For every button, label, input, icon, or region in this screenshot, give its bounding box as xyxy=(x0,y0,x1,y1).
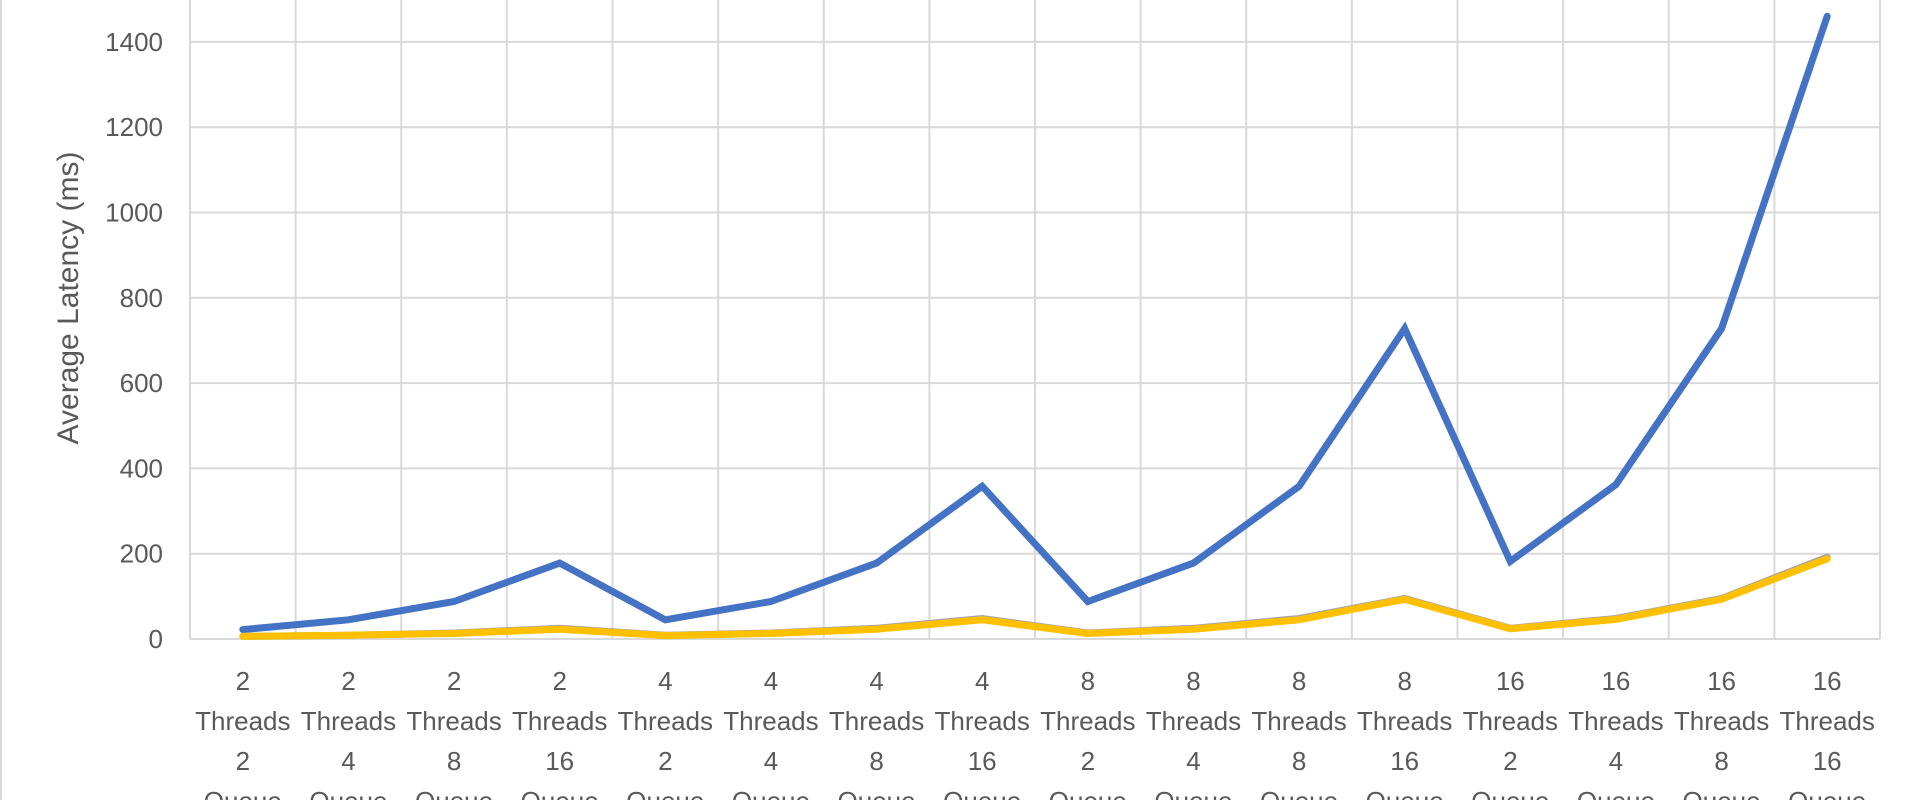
y-tick-label: 400 xyxy=(120,453,163,483)
x-tick-label-line: Queue xyxy=(1683,786,1761,800)
x-tick-label-line: Threads xyxy=(406,706,501,736)
x-tick-label: 16 Threads 4 Queue xyxy=(1568,666,1663,800)
x-tick-label-line: Threads xyxy=(1040,706,1135,736)
x-tick-label-line: 4 xyxy=(764,746,778,776)
x-tick-label: 16 Threads 2 Queue xyxy=(1463,666,1558,800)
x-tick-label-line: Threads xyxy=(1146,706,1241,736)
x-tick-label-line: Queue xyxy=(1366,786,1444,800)
x-tick-label-line: 2 xyxy=(552,666,566,696)
x-tick-label: 8 Threads 2 Queue xyxy=(1040,666,1135,800)
x-tick-label-line: 4 xyxy=(658,666,672,696)
x-tick-label-line: Queue xyxy=(204,786,282,800)
x-tick-label-line: 16 xyxy=(1601,666,1630,696)
x-tick-label-line: 4 xyxy=(975,666,989,696)
x-tick-label-line: Threads xyxy=(512,706,607,736)
y-tick-label: 1000 xyxy=(105,198,163,228)
x-tick-label-line: Threads xyxy=(723,706,818,736)
x-tick-label-line: Queue xyxy=(415,786,493,800)
x-tick-label-line: 8 xyxy=(1292,746,1306,776)
x-tick-label-line: 8 xyxy=(869,746,883,776)
x-tick-label-line: Queue xyxy=(309,786,387,800)
x-tick-label-line: 8 xyxy=(1292,666,1306,696)
x-tick-label-line: 4 xyxy=(764,666,778,696)
y-axis-title: Average Latency (ms) xyxy=(52,152,85,445)
x-tick-label: 2 Threads 4 Queue xyxy=(301,666,396,800)
x-tick-label-line: 8 xyxy=(1186,666,1200,696)
x-tick-label-line: Queue xyxy=(626,786,704,800)
x-tick-label-line: Queue xyxy=(521,786,599,800)
x-tick-label-line: Threads xyxy=(301,706,396,736)
x-tick-label-line: Threads xyxy=(934,706,1029,736)
x-tick-label-line: Threads xyxy=(1463,706,1558,736)
x-tick-label: 2 Threads 16 Queue xyxy=(512,666,607,800)
x-tick-label-line: 16 xyxy=(1707,666,1736,696)
x-tick-labels: 2 Threads 2 Queue 2 Threads 4 Queue 2 Threads 8 Que… xyxy=(195,666,1875,800)
x-tick-label: 16 Threads 16 Queue xyxy=(1779,666,1874,800)
y-tick-label: 600 xyxy=(120,368,163,398)
x-tick-label-line: Queue xyxy=(732,786,810,800)
x-tick-label: 2 Threads 2 Queue xyxy=(195,666,290,800)
x-tick-label: 4 Threads 2 Queue xyxy=(618,666,713,800)
x-tick-label-line: 8 xyxy=(1714,746,1728,776)
y-tick-label: 200 xyxy=(120,539,163,569)
x-tick-label-line: 2 xyxy=(447,666,461,696)
x-tick-label-line: Threads xyxy=(1674,706,1769,736)
x-tick-label: 4 Threads 16 Queue xyxy=(934,666,1029,800)
y-tick-labels: 0 200 400 600 800 1000 1200 1400 xyxy=(105,27,163,654)
x-tick-label-line: Queue xyxy=(1471,786,1549,800)
x-tick-label-line: 2 xyxy=(1081,746,1095,776)
x-tick-label: 8 Threads 16 Queue xyxy=(1357,666,1452,800)
x-tick-label-line: Threads xyxy=(1568,706,1663,736)
x-tick-label-line: Threads xyxy=(618,706,713,736)
x-tick-label-line: 2 xyxy=(658,746,672,776)
y-tick-label: 1400 xyxy=(105,27,163,57)
x-tick-label-line: Threads xyxy=(195,706,290,736)
x-tick-label-line: Threads xyxy=(829,706,924,736)
x-tick-label: 16 Threads 8 Queue xyxy=(1674,666,1769,800)
x-tick-label-line: Queue xyxy=(1577,786,1655,800)
x-tick-label-line: 16 xyxy=(1390,746,1419,776)
x-tick-label-line: Queue xyxy=(1260,786,1338,800)
series-line-3 xyxy=(239,555,1831,640)
x-tick-label-line: 16 xyxy=(545,746,574,776)
x-tick-label-line: Queue xyxy=(1154,786,1232,800)
x-tick-label-line: 4 xyxy=(341,746,355,776)
gridlines xyxy=(189,0,1881,639)
x-tick-label-line: Queue xyxy=(1788,786,1866,800)
x-tick-label-line: 16 xyxy=(1496,666,1525,696)
x-tick-label-line: 2 xyxy=(236,666,250,696)
x-tick-label-line: 2 xyxy=(236,746,250,776)
y-tick-label: 0 xyxy=(149,624,163,654)
x-tick-label-line: 8 xyxy=(1081,666,1095,696)
x-tick-label-line: 4 xyxy=(1609,746,1623,776)
x-tick-label-line: Threads xyxy=(1779,706,1874,736)
x-tick-label-line: Threads xyxy=(1357,706,1452,736)
x-tick-label-line: 16 xyxy=(1813,666,1842,696)
x-tick-label-line: 2 xyxy=(1503,746,1517,776)
x-tick-label: 8 Threads 8 Queue xyxy=(1251,666,1346,800)
x-tick-label-line: 16 xyxy=(1813,746,1842,776)
x-tick-label-line: Queue xyxy=(943,786,1021,800)
series-lines xyxy=(239,12,1831,640)
x-tick-label: 8 Threads 4 Queue xyxy=(1146,666,1241,800)
x-tick-label-line: 4 xyxy=(869,666,883,696)
x-tick-label-line: Threads xyxy=(1251,706,1346,736)
x-tick-label-line: 16 xyxy=(968,746,997,776)
x-tick-label: 2 Threads 8 Queue xyxy=(406,666,501,800)
x-tick-label-line: 2 xyxy=(341,666,355,696)
y-tick-label: 1200 xyxy=(105,112,163,142)
x-tick-label: 4 Threads 8 Queue xyxy=(829,666,924,800)
x-tick-label-line: Queue xyxy=(1049,786,1127,800)
x-tick-label-line: 4 xyxy=(1186,746,1200,776)
y-tick-label: 800 xyxy=(120,283,163,313)
x-tick-label-line: 8 xyxy=(1397,666,1411,696)
x-tick-label-line: 8 xyxy=(447,746,461,776)
x-tick-label: 4 Threads 4 Queue xyxy=(723,666,818,800)
series-line-1 xyxy=(239,12,1831,634)
x-tick-label-line: Queue xyxy=(838,786,916,800)
